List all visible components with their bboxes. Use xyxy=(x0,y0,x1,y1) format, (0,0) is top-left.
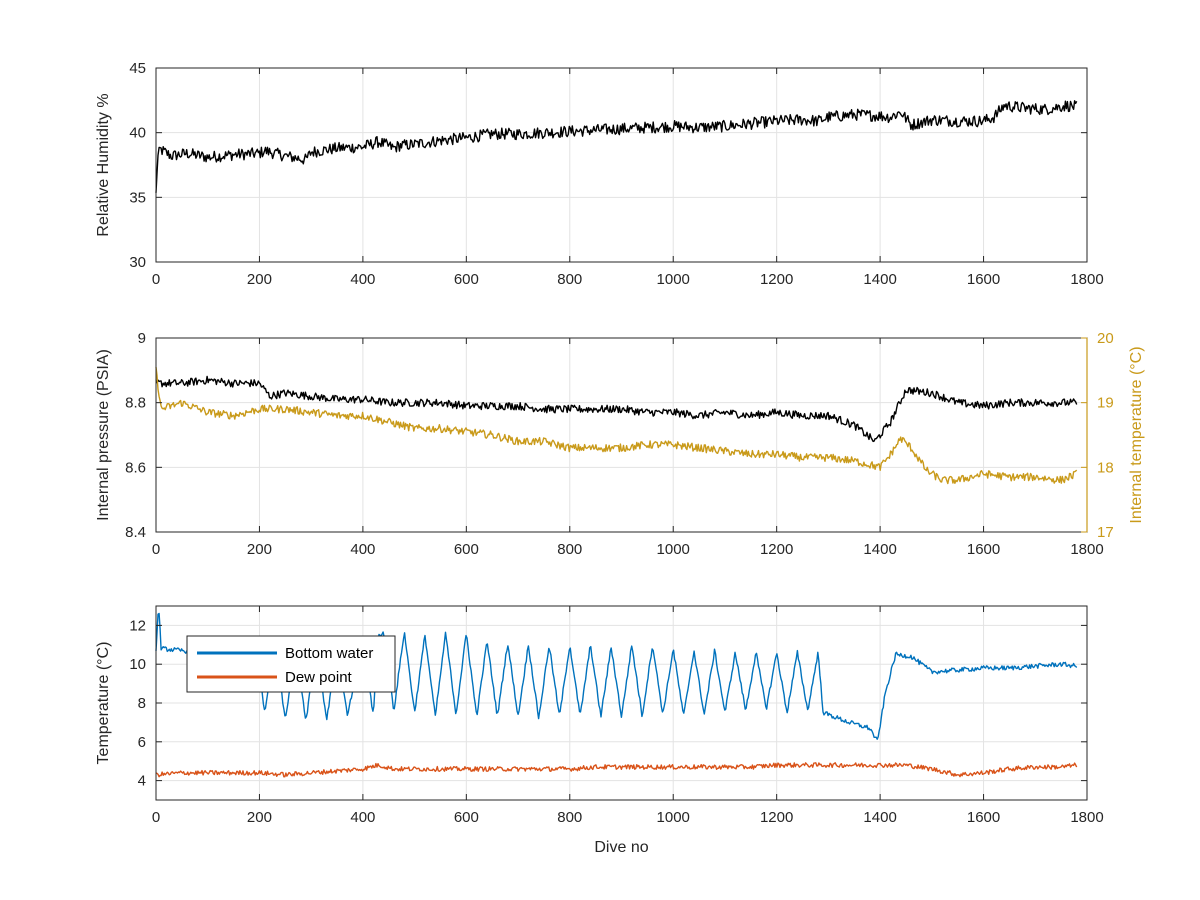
y-tick-label: 30 xyxy=(129,254,146,271)
legend: Bottom water Dew point xyxy=(186,635,396,693)
x-tick-label: 1200 xyxy=(760,271,793,288)
x-tick-label: 800 xyxy=(557,809,582,826)
series-line-dew-point xyxy=(155,762,1078,778)
series-line-1-0 xyxy=(155,375,1078,443)
y-tick-label: 10 xyxy=(129,656,146,673)
plot-area xyxy=(156,338,1087,532)
x-tick-label: 600 xyxy=(454,541,479,558)
x-tick-label: 1000 xyxy=(657,809,690,826)
humidity-y-axis-label: Relative Humidity % xyxy=(95,93,112,236)
x-tick-label: 1000 xyxy=(657,271,690,288)
x-tick-label: 0 xyxy=(152,541,160,558)
x-tick-label: 1800 xyxy=(1070,809,1103,826)
y-tick-label: 4 xyxy=(138,773,146,790)
pressure-y-axis-label: Internal pressure (PSIA) xyxy=(95,349,112,521)
y-tick-label: 9 xyxy=(138,330,146,347)
x-tick-label: 1400 xyxy=(863,541,896,558)
x-tick-label: 400 xyxy=(350,809,375,826)
x-tick-label: 200 xyxy=(247,809,272,826)
x-tick-label: 600 xyxy=(454,271,479,288)
x-tick-label: 1800 xyxy=(1070,271,1103,288)
internal-temperature-y-axis-label: Internal temperature (°C) xyxy=(1128,346,1145,523)
x-tick-label: 400 xyxy=(350,271,375,288)
y-tick-label: 6 xyxy=(138,734,146,751)
y-tick-label: 8.4 xyxy=(125,524,146,541)
y2-tick-label: 19 xyxy=(1097,395,1114,412)
y-tick-label: 45 xyxy=(129,60,146,77)
y-tick-label: 12 xyxy=(129,617,146,634)
temperature-y-axis-label: Temperature (°C) xyxy=(95,642,112,765)
x-tick-label: 0 xyxy=(152,271,160,288)
x-tick-label: 600 xyxy=(454,809,479,826)
x-tick-label: 1600 xyxy=(967,809,1000,826)
pressure-temperature-panel: 0 200 400 600 800 1000 1200 1400 1600 1800 8.4 8.6 8… xyxy=(95,330,1145,558)
y-tick-label: 8.6 xyxy=(125,459,146,476)
y-tick-label: 40 xyxy=(129,125,146,142)
x-tick-label: 1600 xyxy=(967,541,1000,558)
x-tick-label: 1400 xyxy=(863,271,896,288)
x-tick-label: 1000 xyxy=(657,541,690,558)
x-tick-label: 1400 xyxy=(863,809,896,826)
x-tick-label: 800 xyxy=(557,271,582,288)
x-tick-label: 400 xyxy=(350,541,375,558)
series-line-1-1 xyxy=(155,367,1078,485)
x-tick-label: 200 xyxy=(247,541,272,558)
x-tick-label: 1200 xyxy=(760,541,793,558)
x-tick-label: 200 xyxy=(247,271,272,288)
humidity-panel: 0 200 400 600 800 1000 1200 1400 1600 1800 30 35 40 4… xyxy=(95,60,1104,288)
plot-area xyxy=(156,68,1087,262)
legend-label: Bottom water xyxy=(285,645,373,662)
legend-label: Dew point xyxy=(285,669,353,686)
x-tick-label: 800 xyxy=(557,541,582,558)
dive-no-x-axis-label: Dive no xyxy=(594,839,648,856)
series-line-bottom-water xyxy=(155,612,1078,740)
y-tick-label: 35 xyxy=(129,189,146,206)
y2-tick-label: 17 xyxy=(1097,524,1114,541)
series-line-0-0 xyxy=(155,100,1078,193)
y-tick-label: 8 xyxy=(138,695,146,712)
x-tick-label: 1200 xyxy=(760,809,793,826)
x-tick-label: 1600 xyxy=(967,271,1000,288)
legend-box xyxy=(186,635,396,693)
x-tick-label: 0 xyxy=(152,809,160,826)
y2-tick-label: 20 xyxy=(1097,330,1114,347)
y-tick-label: 8.8 xyxy=(125,395,146,412)
temperature-panel: 0 200 400 600 800 1000 1200 1400 1600 1800 4 6 8 10 12… xyxy=(95,605,1104,856)
x-tick-label: 1800 xyxy=(1070,541,1103,558)
y2-tick-label: 18 xyxy=(1097,459,1114,476)
